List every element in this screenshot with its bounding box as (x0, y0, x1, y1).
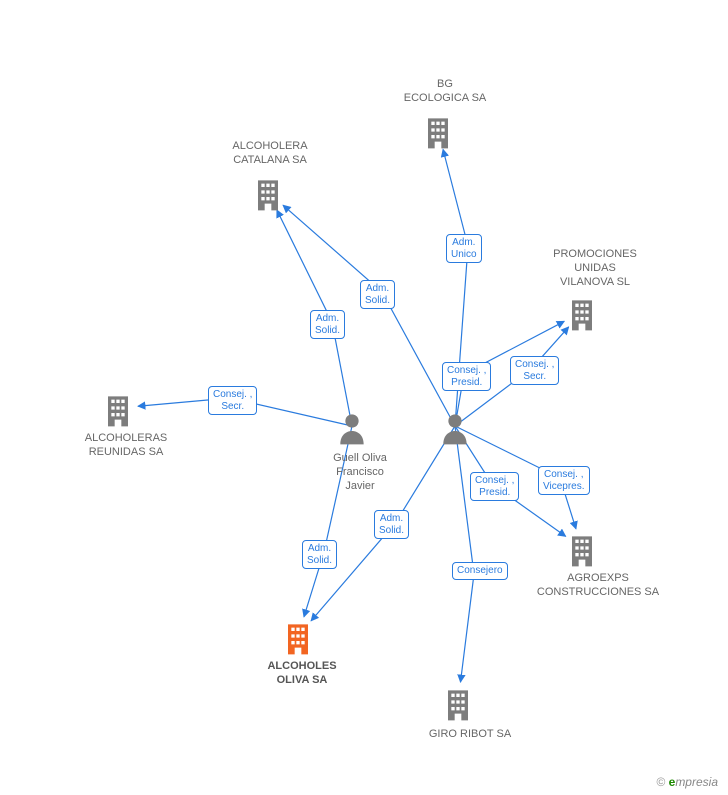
edge-badge: Adm. Unico (446, 234, 482, 263)
company-icon[interactable] (448, 690, 468, 720)
node-label: Guell Oliva Francisco Javier (320, 452, 400, 493)
node-label: AGROEXPS CONSTRUCCIONES SA (518, 572, 678, 600)
company-icon[interactable] (288, 624, 308, 654)
edge-badge: Consej. , Presid. (470, 472, 519, 501)
watermark: © empresia (656, 775, 718, 789)
edge-badge: Consej. , Presid. (442, 362, 491, 391)
edge-badge: Consejero (452, 562, 508, 580)
node-label: PROMOCIONES UNIDAS VILANOVA SL (540, 248, 650, 289)
edge-badge: Consej. , Secr. (208, 386, 257, 415)
edge-badge: Adm. Solid. (310, 310, 345, 339)
company-icon[interactable] (572, 300, 592, 330)
company-icon[interactable] (258, 180, 278, 210)
node-label: ALCOHOLERA CATALANA SA (215, 140, 325, 168)
edge-badge: Consej. , Secr. (510, 356, 559, 385)
copyright-symbol: © (656, 775, 665, 789)
node-label: ALCOHOLES OLIVA SA (252, 660, 352, 688)
company-icon[interactable] (428, 118, 448, 148)
edge-badge: Adm. Solid. (374, 510, 409, 539)
company-icon[interactable] (572, 536, 592, 566)
node-label: BG ECOLOGICA SA (390, 78, 500, 106)
edge-badge: Adm. Solid. (360, 280, 395, 309)
edge (283, 205, 455, 426)
person-icon[interactable] (340, 414, 363, 444)
edge-badge: Adm. Solid. (302, 540, 337, 569)
company-icon[interactable] (108, 396, 128, 426)
edge (455, 426, 474, 682)
node-label: ALCOHOLERAS REUNIDAS SA (66, 432, 186, 460)
node-label: GIRO RIBOT SA (415, 728, 525, 742)
network-svg (0, 0, 728, 795)
watermark-text: mpresia (675, 775, 718, 789)
edge-badge: Consej. , Vicepres. (538, 466, 590, 495)
